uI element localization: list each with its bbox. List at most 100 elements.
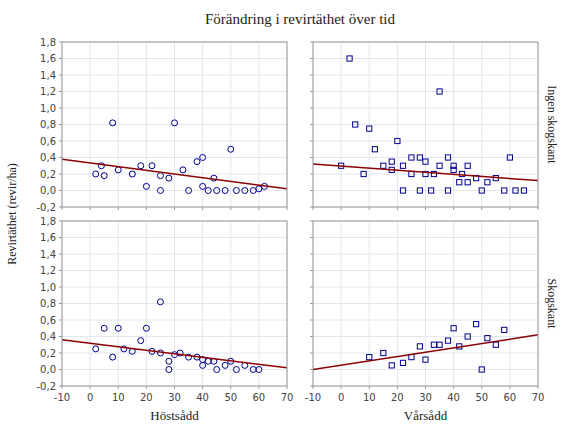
point bbox=[389, 363, 394, 368]
point bbox=[110, 120, 116, 126]
tick-label: 0 bbox=[338, 392, 344, 403]
point bbox=[479, 367, 484, 372]
point bbox=[485, 180, 490, 185]
point bbox=[431, 342, 436, 347]
grid-line bbox=[313, 303, 538, 304]
point bbox=[507, 155, 512, 160]
point bbox=[115, 167, 121, 173]
tick-label: 0 bbox=[87, 392, 93, 403]
point bbox=[465, 334, 470, 339]
point bbox=[474, 322, 479, 327]
grid-line bbox=[62, 369, 287, 370]
frame bbox=[62, 221, 287, 386]
grid-line bbox=[62, 254, 287, 255]
grid-line bbox=[313, 108, 538, 109]
grid-line bbox=[313, 157, 538, 158]
y-label: Revirtäthet (revir/ha) bbox=[5, 163, 19, 265]
grid-line bbox=[62, 141, 287, 142]
tick-label: 40 bbox=[447, 392, 460, 403]
point bbox=[186, 188, 192, 194]
grid-line bbox=[313, 287, 538, 288]
tick-label: 0,6 bbox=[40, 136, 56, 147]
point bbox=[250, 188, 256, 194]
grid-line bbox=[62, 157, 287, 158]
point bbox=[513, 188, 518, 193]
grid-line bbox=[313, 190, 538, 191]
grid bbox=[62, 42, 287, 207]
point bbox=[372, 147, 377, 152]
point bbox=[451, 167, 456, 172]
point bbox=[457, 180, 462, 185]
grid-line bbox=[313, 75, 538, 76]
point bbox=[200, 155, 206, 161]
point bbox=[437, 89, 442, 94]
point bbox=[445, 155, 450, 160]
tick-label: -0,2 bbox=[36, 381, 56, 392]
grid-line bbox=[62, 190, 287, 191]
point bbox=[521, 188, 526, 193]
chart: -0,20,00,20,40,60,81,01,21,41,61,8Föränd… bbox=[0, 0, 578, 448]
tick-label: 0,4 bbox=[40, 152, 56, 163]
point bbox=[429, 188, 434, 193]
point bbox=[400, 163, 405, 168]
row-label: Ingen skogskant bbox=[545, 85, 559, 164]
frame bbox=[313, 42, 538, 207]
point bbox=[200, 362, 206, 368]
point bbox=[485, 336, 490, 341]
tick-label: -0,2 bbox=[36, 202, 56, 213]
grid bbox=[313, 221, 538, 386]
point bbox=[242, 188, 248, 194]
panel: -10010203040506070-0,20,00,20,40,60,81,0… bbox=[36, 216, 293, 404]
tick-label: 1,2 bbox=[40, 265, 56, 276]
grid bbox=[313, 42, 538, 207]
grid-line bbox=[313, 369, 538, 370]
grid bbox=[62, 221, 287, 386]
point bbox=[233, 367, 239, 373]
marks bbox=[62, 299, 287, 373]
tick-label: 20 bbox=[391, 392, 404, 403]
tick-label: 70 bbox=[281, 392, 294, 403]
point bbox=[214, 188, 220, 194]
plot-area bbox=[62, 42, 287, 207]
point bbox=[214, 367, 220, 373]
panel bbox=[310, 42, 538, 210]
tick-label: 20 bbox=[140, 392, 153, 403]
point bbox=[200, 183, 206, 189]
tick-label: 1,6 bbox=[40, 53, 56, 64]
point bbox=[409, 155, 414, 160]
point bbox=[347, 56, 352, 61]
point bbox=[381, 350, 386, 355]
grid-line bbox=[313, 237, 538, 238]
point bbox=[205, 188, 211, 194]
point bbox=[437, 342, 442, 347]
point bbox=[367, 126, 372, 131]
grid-line bbox=[313, 174, 538, 175]
point bbox=[395, 138, 400, 143]
grid-line bbox=[313, 254, 538, 255]
tick-label: 50 bbox=[224, 392, 237, 403]
tick-label: 1,8 bbox=[40, 37, 56, 48]
point bbox=[437, 163, 442, 168]
marks bbox=[62, 120, 287, 194]
frame bbox=[313, 221, 538, 386]
grid-line bbox=[313, 141, 538, 142]
tick-label: 10 bbox=[112, 392, 125, 403]
point bbox=[400, 188, 405, 193]
tick-label: 60 bbox=[504, 392, 517, 403]
point bbox=[502, 327, 507, 332]
point bbox=[157, 299, 163, 305]
grid-line bbox=[62, 108, 287, 109]
point bbox=[445, 338, 450, 343]
point bbox=[465, 180, 470, 185]
point bbox=[138, 163, 144, 169]
panel: -0,20,00,20,40,60,81,01,21,41,61,8 bbox=[36, 37, 287, 213]
point bbox=[138, 338, 144, 344]
tick-label: 10 bbox=[363, 392, 376, 403]
point bbox=[423, 159, 428, 164]
marks bbox=[313, 56, 538, 193]
point bbox=[361, 171, 366, 176]
panel: -10010203040506070 bbox=[305, 221, 545, 403]
tick-label: 30 bbox=[168, 392, 181, 403]
tick-label: 0,8 bbox=[40, 298, 56, 309]
point bbox=[166, 175, 172, 181]
